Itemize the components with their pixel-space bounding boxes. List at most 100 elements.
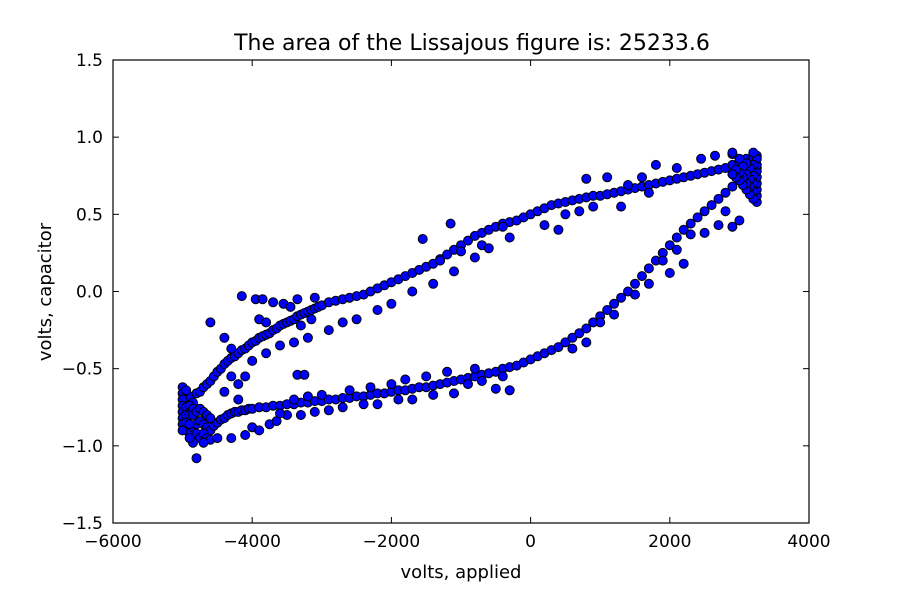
data-point bbox=[261, 317, 272, 328]
x-tick-label: −6000 bbox=[84, 532, 142, 552]
data-point bbox=[630, 289, 640, 300]
y-axis-ticks: −1.5 −1.0 −0.5 0.0 0.5 1.0 1.5 bbox=[62, 51, 809, 534]
data-point bbox=[588, 201, 599, 212]
data-point bbox=[456, 246, 466, 257]
y-tick-label: 1.5 bbox=[76, 51, 103, 71]
y-tick-label: −1.0 bbox=[62, 437, 103, 457]
data-point bbox=[240, 371, 251, 382]
data-point bbox=[289, 394, 299, 405]
data-point bbox=[198, 437, 209, 448]
data-point bbox=[407, 394, 418, 405]
x-tick-label: −2000 bbox=[363, 532, 421, 552]
data-point bbox=[671, 244, 682, 255]
data-point bbox=[710, 150, 720, 161]
data-point bbox=[567, 332, 578, 343]
data-point bbox=[483, 243, 494, 254]
y-tick-label: 0.0 bbox=[76, 283, 103, 303]
data-point bbox=[574, 206, 585, 217]
x-axis-label: volts, applied bbox=[401, 562, 522, 583]
x-tick-label: 0 bbox=[525, 532, 536, 552]
data-point bbox=[302, 391, 313, 402]
data-point bbox=[337, 317, 348, 328]
data-point bbox=[442, 366, 453, 377]
data-point bbox=[643, 187, 654, 198]
data-point bbox=[567, 343, 578, 354]
data-point bbox=[212, 433, 223, 444]
data-point bbox=[616, 292, 627, 303]
data-point bbox=[699, 206, 710, 217]
data-point bbox=[581, 323, 592, 334]
data-point bbox=[490, 383, 501, 394]
data-point bbox=[678, 258, 689, 269]
data-point bbox=[734, 153, 745, 164]
data-point bbox=[351, 314, 362, 325]
data-point bbox=[734, 215, 745, 226]
data-point bbox=[574, 328, 585, 339]
data-point bbox=[637, 271, 647, 282]
data-point bbox=[469, 252, 480, 263]
data-point bbox=[504, 232, 515, 243]
data-point bbox=[469, 363, 480, 374]
data-point bbox=[713, 193, 724, 204]
data-point bbox=[337, 402, 348, 413]
data-point bbox=[205, 413, 216, 424]
data-point bbox=[539, 220, 550, 231]
data-point bbox=[609, 309, 620, 320]
data-point bbox=[553, 224, 564, 235]
data-point bbox=[400, 374, 411, 385]
y-tick-label: −1.5 bbox=[62, 514, 103, 534]
data-point bbox=[309, 406, 320, 417]
data-point bbox=[678, 224, 689, 235]
data-point bbox=[184, 419, 195, 430]
y-axis-label: volts, capacitor bbox=[35, 222, 56, 361]
x-tick-label: 2000 bbox=[648, 532, 691, 552]
data-point bbox=[254, 425, 265, 436]
y-tick-label: 1.0 bbox=[76, 128, 103, 148]
data-point bbox=[595, 317, 606, 328]
data-points bbox=[177, 147, 762, 464]
data-point bbox=[386, 379, 397, 390]
data-point bbox=[417, 234, 428, 244]
data-point bbox=[236, 291, 247, 302]
data-point bbox=[323, 405, 334, 416]
data-point bbox=[497, 221, 508, 232]
data-point bbox=[616, 201, 627, 212]
data-point bbox=[553, 342, 564, 353]
data-point bbox=[643, 263, 654, 274]
data-point bbox=[219, 386, 230, 397]
data-point bbox=[365, 382, 376, 393]
data-point bbox=[372, 305, 383, 315]
data-point bbox=[581, 337, 592, 348]
data-point bbox=[657, 255, 668, 266]
data-point bbox=[664, 268, 675, 278]
data-point bbox=[226, 371, 237, 382]
data-point bbox=[720, 187, 731, 198]
data-point bbox=[289, 337, 299, 348]
data-point bbox=[442, 249, 453, 260]
x-axis-ticks: −6000 −4000 −2000 0 2000 4000 bbox=[84, 60, 831, 552]
data-point bbox=[306, 314, 317, 325]
data-point bbox=[706, 200, 717, 211]
x-tick-label: −4000 bbox=[223, 532, 281, 552]
data-point bbox=[247, 355, 258, 366]
data-point bbox=[463, 235, 473, 246]
data-point bbox=[727, 147, 738, 158]
data-point bbox=[285, 301, 296, 312]
data-point bbox=[504, 385, 515, 396]
data-point bbox=[696, 153, 707, 164]
data-point bbox=[699, 227, 710, 238]
data-point bbox=[630, 278, 640, 289]
data-point bbox=[372, 399, 383, 410]
data-point bbox=[692, 212, 703, 223]
data-point bbox=[560, 337, 571, 348]
data-point bbox=[623, 180, 633, 190]
data-point bbox=[685, 229, 696, 240]
data-point bbox=[240, 430, 251, 440]
data-point bbox=[671, 232, 682, 243]
data-point bbox=[323, 325, 334, 336]
data-point bbox=[205, 317, 216, 328]
data-point bbox=[299, 369, 310, 380]
data-point bbox=[609, 298, 620, 309]
